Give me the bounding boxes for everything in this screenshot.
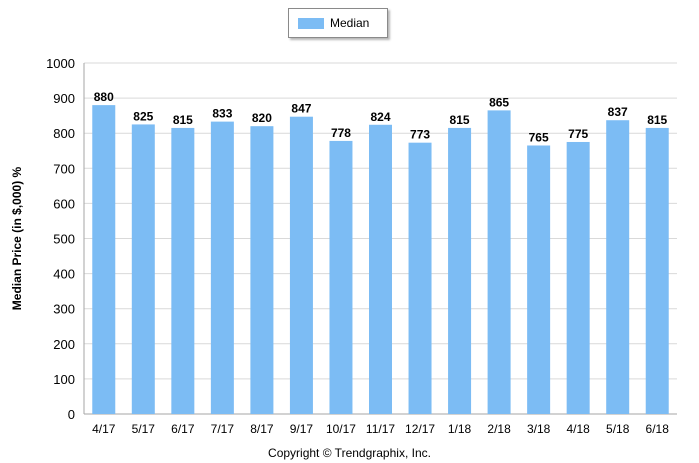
x-tick-label: 5/18 bbox=[606, 422, 630, 436]
bar bbox=[408, 142, 432, 414]
legend: Median bbox=[288, 8, 388, 38]
data-label: 773 bbox=[410, 128, 430, 142]
x-tick-label: 4/18 bbox=[566, 422, 590, 436]
y-axis-title: Median Price (in $,000) % bbox=[10, 166, 24, 310]
data-label: 865 bbox=[489, 95, 509, 109]
data-label: 815 bbox=[450, 113, 470, 127]
x-tick-label: 2/18 bbox=[487, 422, 511, 436]
bar bbox=[250, 126, 274, 415]
data-label: 824 bbox=[370, 110, 390, 124]
bar bbox=[448, 127, 472, 414]
x-tick-label: 10/17 bbox=[326, 422, 356, 436]
x-tick-label: 6/17 bbox=[171, 422, 195, 436]
bar bbox=[289, 116, 313, 414]
bar bbox=[645, 127, 669, 414]
legend-label-median: Median bbox=[330, 16, 370, 30]
bar bbox=[487, 110, 511, 414]
x-tick-label: 8/17 bbox=[250, 422, 274, 436]
y-tick-label: 600 bbox=[53, 196, 75, 211]
y-tick-label: 0 bbox=[68, 407, 75, 422]
data-label: 765 bbox=[529, 130, 549, 144]
y-tick-label: 900 bbox=[53, 91, 75, 106]
legend-swatch-median bbox=[298, 17, 324, 29]
y-tick-label: 200 bbox=[53, 337, 75, 352]
bar bbox=[566, 141, 590, 414]
bar bbox=[131, 124, 155, 415]
data-label: 837 bbox=[608, 105, 628, 119]
data-label: 880 bbox=[94, 90, 114, 104]
x-tick-label: 5/17 bbox=[132, 422, 156, 436]
data-label: 825 bbox=[133, 109, 153, 123]
y-tick-label: 400 bbox=[53, 267, 75, 282]
bar bbox=[527, 145, 551, 415]
data-label: 820 bbox=[252, 111, 272, 125]
data-label: 847 bbox=[291, 102, 311, 116]
y-tick-label: 300 bbox=[53, 302, 75, 317]
data-label: 815 bbox=[173, 113, 193, 127]
bar bbox=[369, 124, 392, 414]
data-label: 833 bbox=[212, 107, 232, 121]
bar bbox=[171, 127, 195, 414]
y-tick-label: 700 bbox=[53, 161, 75, 176]
y-tick-label: 100 bbox=[53, 372, 75, 387]
x-tick-label: 7/17 bbox=[211, 422, 235, 436]
bar bbox=[329, 140, 353, 414]
x-tick-label: 1/18 bbox=[448, 422, 472, 436]
x-tick-label: 4/17 bbox=[92, 422, 116, 436]
x-tick-label: 11/17 bbox=[366, 422, 395, 436]
y-tick-label: 1000 bbox=[46, 56, 75, 71]
x-tick-label: 12/17 bbox=[405, 422, 435, 436]
x-tick-label: 6/18 bbox=[646, 422, 670, 436]
bar bbox=[92, 105, 116, 415]
data-label: 775 bbox=[568, 127, 588, 141]
copyright-text: Copyright © Trendgraphix, Inc. bbox=[268, 446, 431, 460]
y-tick-label: 500 bbox=[53, 232, 75, 247]
bar bbox=[210, 121, 234, 414]
bar bbox=[606, 120, 630, 414]
y-tick-label: 800 bbox=[53, 126, 75, 141]
data-label: 815 bbox=[647, 113, 667, 127]
x-tick-label: 3/18 bbox=[527, 422, 551, 436]
data-label: 778 bbox=[331, 126, 351, 140]
x-tick-label: 9/17 bbox=[290, 422, 314, 436]
